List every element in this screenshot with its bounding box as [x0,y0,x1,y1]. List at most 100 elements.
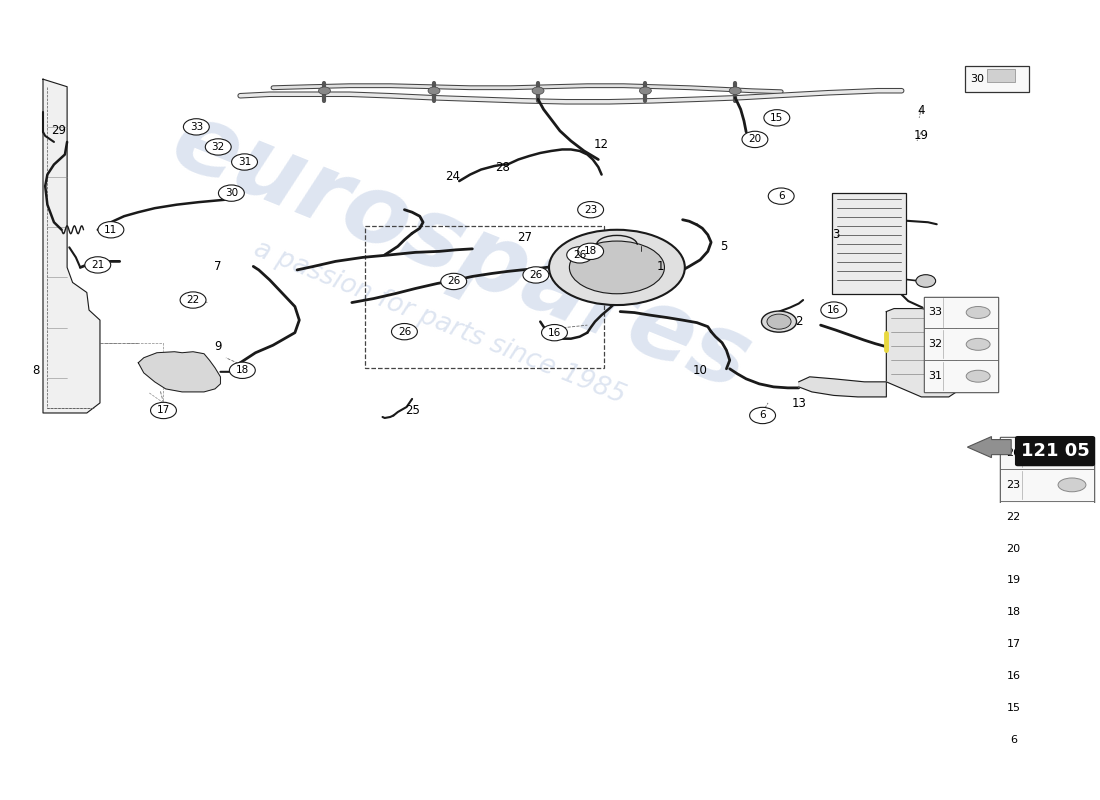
Text: 20: 20 [748,134,761,145]
Bar [1000,501,1093,533]
Ellipse shape [966,338,990,350]
Ellipse shape [1058,446,1086,460]
Polygon shape [799,377,887,397]
Text: 6: 6 [759,410,766,421]
Text: 20: 20 [1006,544,1021,554]
Text: 33: 33 [189,122,204,132]
Text: 23: 23 [584,205,597,214]
Ellipse shape [1058,510,1086,524]
Text: 6: 6 [1010,735,1018,745]
Text: 26: 26 [398,326,411,337]
Text: 15: 15 [770,113,783,123]
Text: eurospares: eurospares [158,94,764,410]
Bar [1000,437,1093,756]
Ellipse shape [1058,542,1086,555]
Text: 21: 21 [91,260,104,270]
Text: 25: 25 [405,404,419,417]
Ellipse shape [1058,701,1086,715]
Text: 18: 18 [584,246,597,256]
Circle shape [578,243,604,259]
Bar [1000,565,1093,597]
Ellipse shape [1058,638,1086,651]
Text: 6: 6 [778,191,784,201]
FancyBboxPatch shape [1015,437,1094,466]
Text: 121 05: 121 05 [1021,442,1089,460]
Ellipse shape [1058,733,1086,746]
Circle shape [729,87,741,94]
Circle shape [578,202,604,218]
Circle shape [428,87,440,94]
Ellipse shape [966,370,990,382]
Circle shape [392,323,417,340]
Circle shape [151,402,176,418]
Bar [1000,660,1093,692]
Text: 12: 12 [594,138,609,151]
Text: 16: 16 [548,328,561,338]
Text: 3: 3 [833,228,839,242]
Text: 31: 31 [238,157,251,167]
Bar [924,360,998,392]
Text: 2: 2 [795,315,803,328]
Circle shape [749,407,775,424]
Text: 26: 26 [573,250,586,260]
Ellipse shape [761,311,796,332]
Bar [924,297,998,328]
Circle shape [219,185,244,202]
Circle shape [184,118,209,135]
Circle shape [441,274,466,290]
Text: 26: 26 [447,277,460,286]
Text: 33: 33 [928,307,943,318]
Circle shape [230,362,255,378]
Text: 7: 7 [214,260,222,273]
Bar [832,193,906,294]
Text: a passion for parts since 1985: a passion for parts since 1985 [250,236,629,410]
Circle shape [85,257,111,273]
Text: 19: 19 [914,130,928,142]
Text: 22: 22 [186,295,200,305]
Circle shape [768,188,794,204]
Text: 19: 19 [1006,575,1021,586]
Text: 32: 32 [211,142,224,152]
Bar [965,66,1028,92]
Ellipse shape [570,241,664,294]
Bar [924,297,998,392]
Bar [1000,469,1093,501]
Bar [1000,692,1093,724]
Bar [924,328,998,360]
Circle shape [522,266,549,283]
Text: 26: 26 [529,270,542,280]
Circle shape [206,138,231,155]
Text: 26: 26 [1006,448,1021,458]
Text: 30: 30 [970,74,985,84]
Bar [987,70,1015,82]
Circle shape [742,131,768,147]
Text: 27: 27 [517,230,532,244]
Bar [1000,628,1093,660]
Circle shape [319,87,330,94]
Circle shape [566,246,593,263]
Circle shape [639,87,651,94]
Text: 24: 24 [446,170,460,182]
Polygon shape [43,79,100,413]
Ellipse shape [1058,670,1086,683]
Ellipse shape [916,274,936,287]
Ellipse shape [549,230,685,305]
Text: 31: 31 [928,371,943,382]
Polygon shape [887,309,956,397]
Circle shape [180,292,206,308]
Circle shape [232,154,257,170]
Text: 17: 17 [1006,639,1021,650]
Circle shape [821,302,847,318]
Bar [1000,533,1093,565]
Text: 18: 18 [1006,607,1021,618]
Polygon shape [139,352,220,392]
Circle shape [532,87,544,94]
Text: 15: 15 [1006,703,1021,713]
Circle shape [763,110,790,126]
Text: 23: 23 [1006,480,1021,490]
Text: 14: 14 [934,346,948,358]
Text: 32: 32 [928,339,943,350]
Text: 4: 4 [917,104,925,118]
FancyArrow shape [967,437,1011,458]
Text: 8: 8 [33,364,40,377]
